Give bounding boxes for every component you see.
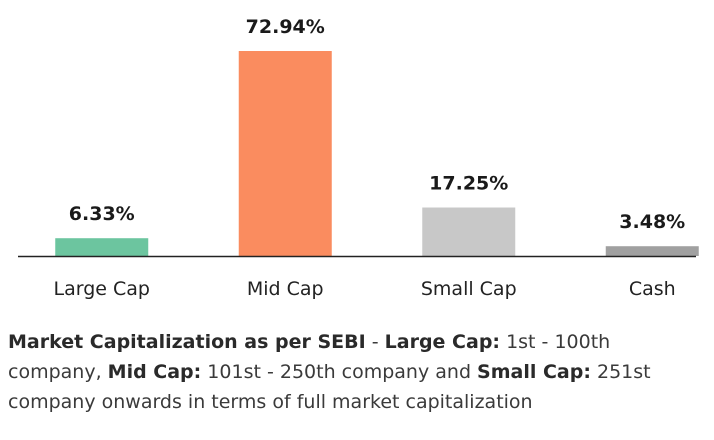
value-label-mid-cap: 72.94% (246, 16, 325, 38)
bar-mid-cap (238, 51, 332, 256)
value-label-large-cap: 6.33% (69, 203, 135, 225)
footnote-small-cap-text: 251st company onwards in terms of full m… (8, 361, 651, 413)
category-label-cash: Cash (629, 278, 676, 300)
market-cap-footnote: Market Capitalization as per SEBI - Larg… (8, 327, 708, 417)
bar-large-cap (55, 238, 149, 256)
category-label-mid-cap: Mid Cap (247, 278, 324, 300)
footnote-large-cap-label: Large Cap: (384, 331, 501, 353)
category-label-small-cap: Small Cap (421, 278, 517, 300)
footnote-heading: Market Capitalization as per SEBI (8, 331, 366, 353)
footnote-separator: - (365, 331, 385, 353)
value-label-cash: 3.48% (619, 211, 685, 233)
market-cap-bar-chart: 6.33% Large Cap 72.94% Mid Cap 17.25% Small C… (18, 16, 699, 300)
footnote-small-cap-label: Small Cap: (477, 361, 591, 383)
value-label-small-cap: 17.25% (429, 173, 508, 195)
footnote-large-cap-text: 1st - 100th company, (8, 331, 611, 383)
footnote-mid-cap-label: Mid Cap: (107, 361, 202, 383)
category-label-large-cap: Large Cap (54, 278, 150, 300)
footnote-mid-cap-text: 101st - 250th company and (201, 361, 478, 383)
bar-cash (605, 246, 699, 256)
bar-small-cap (422, 207, 516, 256)
